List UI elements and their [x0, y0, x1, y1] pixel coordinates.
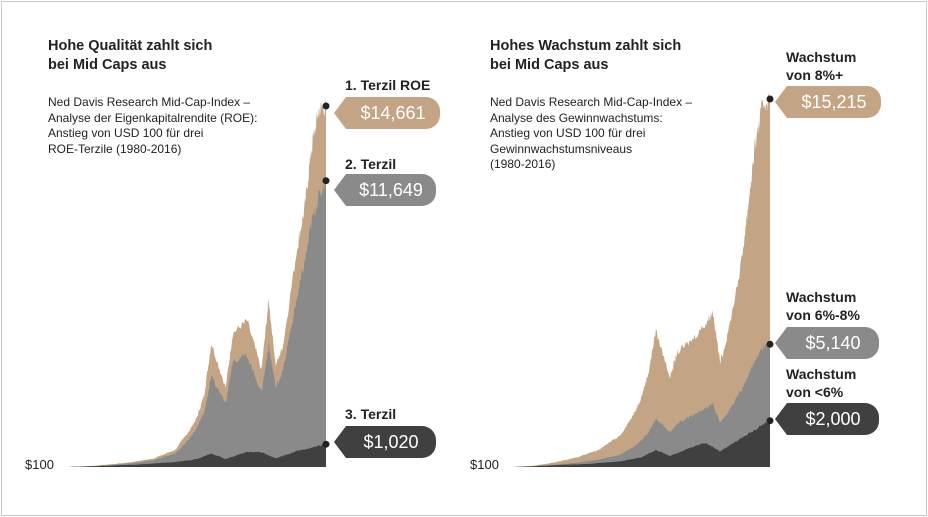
- series-label-middle: 2. Terzil: [345, 156, 397, 172]
- area-top: [513, 91, 770, 467]
- series-label-middle: Wachstum von 6%-8%: [786, 289, 860, 323]
- end-value-tag-top: $15,215: [775, 86, 881, 118]
- panel-roe: Hohe Qualität zahlt sich bei Mid Caps au…: [2, 2, 464, 515]
- panel-subtitle: Ned Davis Research Mid-Cap-Index – Analy…: [48, 95, 258, 156]
- base-value-label: $100: [470, 457, 499, 472]
- series-label-bottom: Wachstum von <6%: [786, 366, 857, 400]
- area-chart-growth: [513, 91, 774, 467]
- base-value-label: $100: [25, 457, 54, 472]
- end-value-tag-bottom: $2,000: [775, 403, 879, 435]
- end-value-tag-middle: $11,649: [334, 174, 436, 206]
- area-bottom: [68, 444, 326, 467]
- end-value-tag-middle: $5,140: [775, 327, 879, 359]
- area-bottom: [513, 420, 770, 467]
- panel-title: Hohes Wachstum zahlt sich bei Mid Caps a…: [490, 38, 682, 73]
- panel-title: Hohe Qualität zahlt sich bei Mid Caps au…: [48, 38, 213, 73]
- panel-growth: Hohes Wachstum zahlt sich bei Mid Caps a…: [464, 2, 926, 515]
- end-dot-top: [322, 102, 330, 110]
- series-label-bottom: 3. Terzil: [345, 406, 397, 422]
- area-top: [68, 97, 326, 467]
- area-chart-roe: [68, 97, 330, 468]
- end-dot-bottom: [766, 417, 774, 425]
- area-middle: [513, 342, 770, 467]
- end-dot-top: [766, 95, 774, 103]
- series-label-top: 1. Terzil ROE: [345, 77, 431, 93]
- end-dot-middle: [322, 177, 330, 185]
- area-middle: [68, 178, 326, 468]
- panel-subtitle: Ned Davis Research Mid-Cap-Index – Analy…: [490, 95, 693, 171]
- end-dot-middle: [766, 340, 774, 348]
- end-value-tag-bottom: $1,020: [334, 426, 436, 458]
- end-value-tag-top: $14,661: [334, 97, 440, 129]
- end-dot-bottom: [322, 440, 330, 448]
- series-label-top: Wachstum von 8%+: [786, 49, 857, 83]
